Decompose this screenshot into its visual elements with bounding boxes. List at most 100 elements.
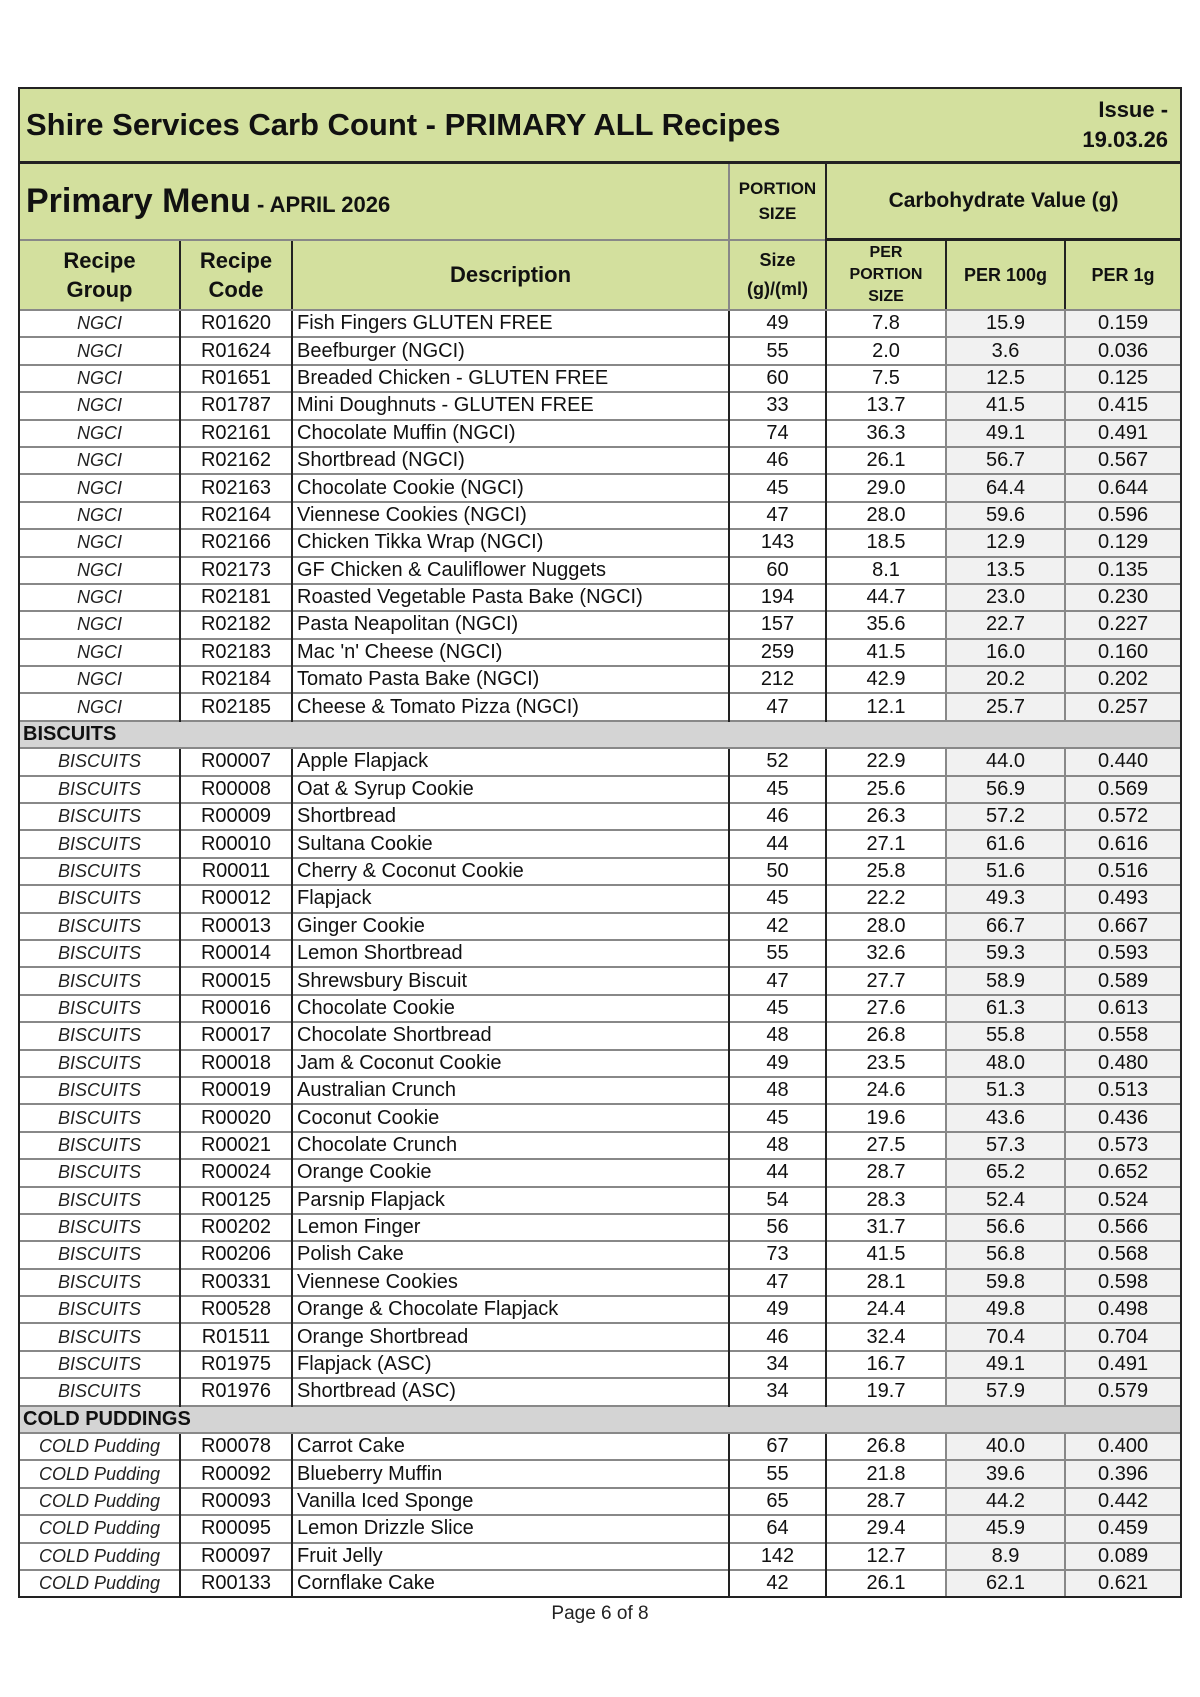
cell-per-1g: 0.558	[1064, 1021, 1181, 1050]
cell-size: 60	[728, 555, 826, 584]
cell-recipe-code: R01651	[179, 363, 292, 393]
cell-per-1g: 0.160	[1064, 637, 1181, 667]
col-per-100g: PER 100g	[944, 239, 1066, 311]
cell-description: Breaded Chicken - GLUTEN FREE	[291, 363, 729, 393]
table-row: NGCI R01787 Mini Doughnuts - GLUTEN FREE 33…	[20, 391, 1181, 420]
table-row: NGCI R02163 Chocolate Cookie (NGCI) 45 29.0 6…	[20, 473, 1181, 502]
cell-per-portion: 19.7	[825, 1377, 946, 1406]
cell-size: 48	[728, 1075, 826, 1105]
cell-recipe-code: R00010	[179, 829, 292, 858]
cell-per-100g: 59.6	[944, 500, 1066, 530]
cell-per-1g: 0.524	[1064, 1185, 1181, 1214]
cell-recipe-code: R01976	[179, 1377, 292, 1406]
cell-per-100g: 55.8	[944, 1021, 1066, 1050]
cell-per-100g: 51.3	[944, 1075, 1066, 1105]
cell-size: 54	[728, 1185, 826, 1214]
cell-per-portion: 22.2	[825, 884, 946, 913]
cell-recipe-code: R00012	[179, 884, 292, 913]
cell-recipe-group: NGCI	[20, 637, 180, 667]
cell-per-1g: 0.621	[1064, 1568, 1181, 1597]
cell-description: Polish Cake	[291, 1240, 729, 1269]
cell-recipe-group: BISCUITS	[20, 966, 180, 995]
cell-per-100g: 45.9	[944, 1514, 1066, 1543]
cell-recipe-code: R00019	[179, 1075, 292, 1105]
col-recipe-group: Recipe Group	[20, 239, 180, 311]
cell-recipe-code: R00097	[179, 1541, 292, 1570]
cell-per-1g: 0.593	[1064, 938, 1181, 968]
cell-per-portion: 28.0	[825, 500, 946, 530]
cell-per-100g: 16.0	[944, 637, 1066, 667]
cell-recipe-code: R01624	[179, 336, 292, 365]
cell-per-100g: 52.4	[944, 1185, 1066, 1214]
cell-recipe-code: R00021	[179, 1130, 292, 1160]
cell-per-100g: 65.2	[944, 1158, 1066, 1187]
cell-per-1g: 0.573	[1064, 1130, 1181, 1160]
cell-per-100g: 22.7	[944, 610, 1066, 639]
cell-size: 60	[728, 363, 826, 393]
cell-recipe-group: NGCI	[20, 391, 180, 420]
table-row: NGCI R02173 GF Chicken & Cauliflower Nugge…	[20, 555, 1181, 584]
cell-description: Chocolate Muffin (NGCI)	[291, 418, 729, 447]
carb-table: Shire Services Carb Count - PRIMARY ALL …	[20, 89, 1181, 1597]
cell-per-100g: 56.6	[944, 1212, 1066, 1242]
table-row: NGCI R02184 Tomato Pasta Bake (NGCI) 212 42.…	[20, 665, 1181, 694]
cell-per-1g: 0.566	[1064, 1212, 1181, 1242]
cell-per-1g: 0.440	[1064, 747, 1181, 776]
cell-recipe-group: NGCI	[20, 528, 180, 557]
cell-per-portion: 41.5	[825, 1240, 946, 1269]
cell-description: Cheese & Tomato Pizza (NGCI)	[291, 692, 729, 721]
cell-size: 46	[728, 445, 826, 475]
cell-description: Apple Flapjack	[291, 747, 729, 776]
cell-recipe-code: R00202	[179, 1212, 292, 1242]
table-row: COLD Pudding R00095 Lemon Drizzle Slice 64 2…	[20, 1514, 1181, 1543]
cell-recipe-code: R00011	[179, 856, 292, 886]
cell-recipe-group: NGCI	[20, 610, 180, 639]
cell-per-1g: 0.459	[1064, 1514, 1181, 1543]
cell-size: 212	[728, 665, 826, 694]
cell-description: Australian Crunch	[291, 1075, 729, 1105]
cell-per-portion: 28.0	[825, 911, 946, 940]
cell-per-portion: 2.0	[825, 336, 946, 365]
cell-recipe-group: NGCI	[20, 336, 180, 365]
cell-size: 47	[728, 966, 826, 995]
col-description: Description	[291, 239, 729, 311]
table-row: NGCI R01624 Beefburger (NGCI) 55 2.0 3.6 0.036	[20, 336, 1181, 365]
cell-size: 42	[728, 1568, 826, 1597]
cell-per-1g: 0.652	[1064, 1158, 1181, 1187]
cell-per-100g: 57.9	[944, 1377, 1066, 1406]
cell-per-portion: 29.0	[825, 473, 946, 502]
cell-per-portion: 26.8	[825, 1021, 946, 1050]
table-row: BISCUITS R01511 Orange Shortbread 46 32.4 70.…	[20, 1322, 1181, 1351]
cell-per-portion: 12.1	[825, 692, 946, 721]
cell-per-1g: 0.579	[1064, 1377, 1181, 1406]
cell-per-1g: 0.227	[1064, 610, 1181, 639]
cell-recipe-code: R00133	[179, 1568, 292, 1597]
cell-per-1g: 0.516	[1064, 856, 1181, 886]
cell-per-1g: 0.567	[1064, 445, 1181, 475]
cell-description: Blueberry Muffin	[291, 1459, 729, 1488]
cell-recipe-code: R01620	[179, 308, 292, 338]
cell-recipe-group: BISCUITS	[20, 884, 180, 913]
cell-per-portion: 8.1	[825, 555, 946, 584]
cell-description: Lemon Drizzle Slice	[291, 1514, 729, 1543]
cell-per-100g: 49.1	[944, 418, 1066, 447]
cell-per-100g: 64.4	[944, 473, 1066, 502]
cell-per-1g: 0.513	[1064, 1075, 1181, 1105]
cell-size: 73	[728, 1240, 826, 1269]
table-row: BISCUITS R00011 Cherry & Coconut Cookie 50 2…	[20, 856, 1181, 886]
table-row: NGCI R02183 Mac 'n' Cheese (NGCI) 259 41.5 16…	[20, 637, 1181, 667]
table-row: BISCUITS R00014 Lemon Shortbread 55 32.6 59.3…	[20, 938, 1181, 968]
cell-description: Shortbread	[291, 802, 729, 831]
cell-per-1g: 0.616	[1064, 829, 1181, 858]
table-row: BISCUITS R00528 Orange & Chocolate Flapjac…	[20, 1295, 1181, 1324]
cell-recipe-group: NGCI	[20, 473, 180, 502]
cell-size: 34	[728, 1377, 826, 1406]
table-row: BISCUITS R00024 Orange Cookie 44 28.7 65.2 0.6…	[20, 1158, 1181, 1187]
cell-per-portion: 12.7	[825, 1541, 946, 1570]
cell-per-100g: 57.3	[944, 1130, 1066, 1160]
cell-description: Fruit Jelly	[291, 1541, 729, 1570]
cell-description: Chocolate Shortbread	[291, 1021, 729, 1050]
cell-description: Pasta Neapolitan (NGCI)	[291, 610, 729, 639]
cell-recipe-group: BISCUITS	[20, 1158, 180, 1187]
cell-per-portion: 22.9	[825, 747, 946, 776]
